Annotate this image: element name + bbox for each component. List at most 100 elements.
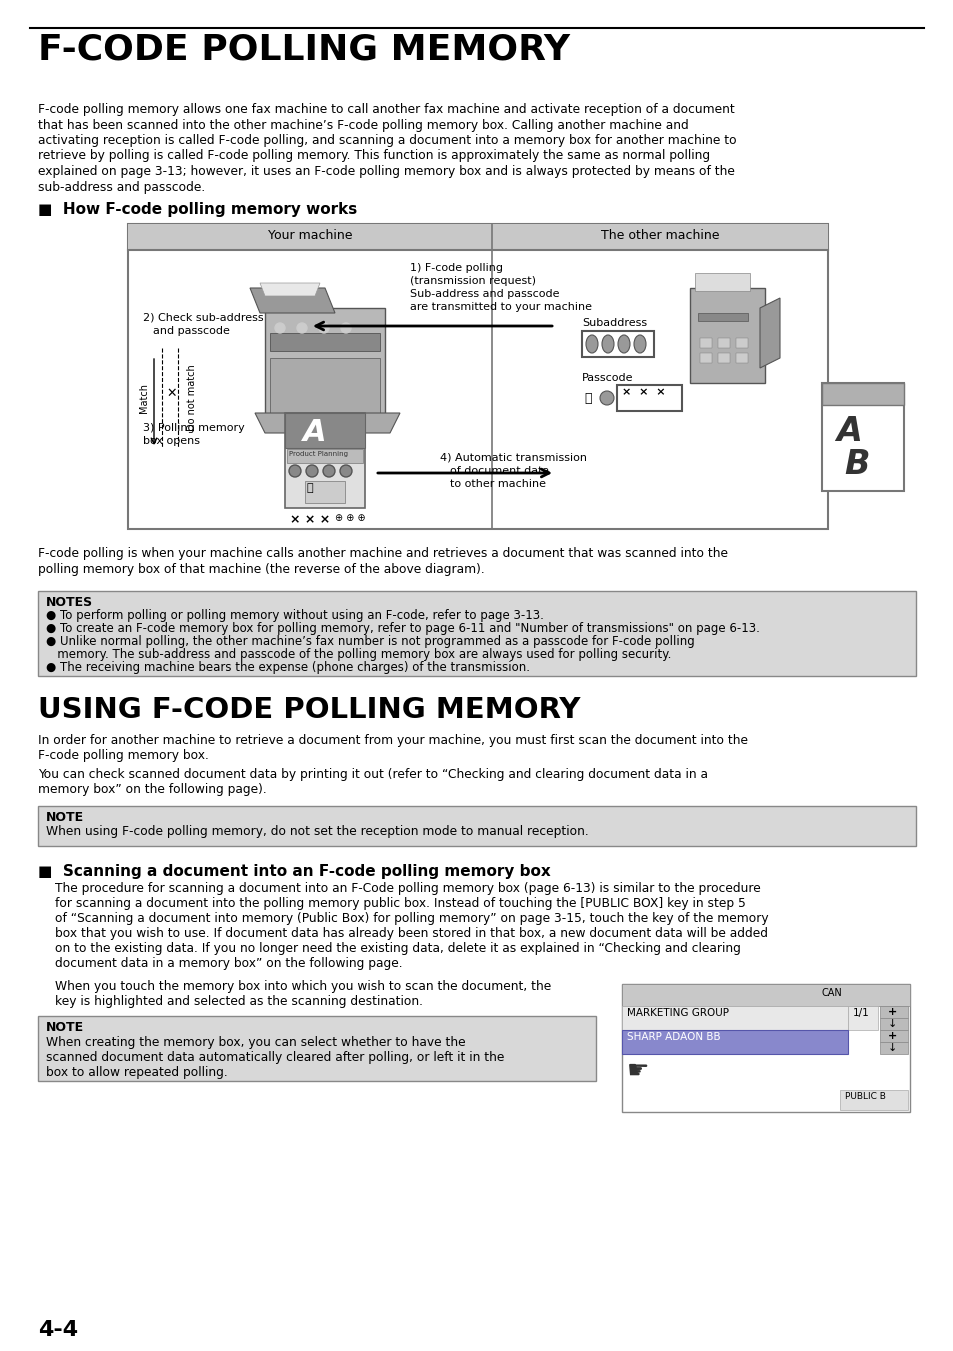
Text: SHARP ADAON BB: SHARP ADAON BB <box>626 1032 720 1042</box>
Text: memory. The sub-address and passcode of the polling memory box are always used f: memory. The sub-address and passcode of … <box>46 648 671 661</box>
Bar <box>621 984 909 1006</box>
Bar <box>840 1090 907 1111</box>
Text: retrieve by polling is called F-code polling memory. This function is approximat: retrieve by polling is called F-code pol… <box>38 150 709 162</box>
Bar <box>581 331 654 357</box>
Bar <box>621 1006 847 1029</box>
Text: ● Unlike normal polling, the other machine’s fax number is not programmed as a p: ● Unlike normal polling, the other machi… <box>46 635 694 648</box>
Text: ■  How F-code polling memory works: ■ How F-code polling memory works <box>38 203 356 218</box>
Text: You can check scanned document data by printing it out (refer to “Checking and c: You can check scanned document data by p… <box>38 767 707 781</box>
Text: 1/1: 1/1 <box>852 1008 869 1019</box>
Text: ■  Scanning a document into an F-code polling memory box: ■ Scanning a document into an F-code pol… <box>38 865 550 880</box>
Text: ↓: ↓ <box>887 1043 897 1052</box>
Text: of “Scanning a document into memory (Public Box) for polling memory” on page 3-1: of “Scanning a document into memory (Pub… <box>55 912 768 925</box>
Ellipse shape <box>601 335 614 353</box>
Text: ☛: ☛ <box>626 1059 649 1084</box>
Circle shape <box>340 323 351 332</box>
Bar <box>38 1016 596 1081</box>
Text: 1) F-code polling: 1) F-code polling <box>410 263 502 273</box>
Text: MARKETING GROUP: MARKETING GROUP <box>626 1008 728 1019</box>
Bar <box>700 338 711 349</box>
Text: CAN: CAN <box>821 988 841 998</box>
Bar <box>265 308 385 417</box>
Ellipse shape <box>618 335 629 353</box>
Circle shape <box>318 323 329 332</box>
Text: NOTE: NOTE <box>46 811 84 824</box>
Bar <box>128 224 827 530</box>
Bar <box>689 288 764 382</box>
Circle shape <box>296 323 307 332</box>
Bar <box>270 332 379 351</box>
Bar <box>128 224 827 250</box>
Bar <box>821 382 903 405</box>
Circle shape <box>274 323 285 332</box>
Text: box opens: box opens <box>143 436 200 446</box>
Text: Subaddress: Subaddress <box>581 317 646 328</box>
Circle shape <box>599 390 614 405</box>
Text: 2) Check sub-address: 2) Check sub-address <box>143 313 263 323</box>
Text: When using F-code polling memory, do not set the reception mode to manual recept: When using F-code polling memory, do not… <box>46 825 588 838</box>
Bar <box>718 353 729 363</box>
Text: The other machine: The other machine <box>600 230 719 242</box>
Text: NOTE: NOTE <box>46 1021 84 1034</box>
Text: ×  ×  ×: × × × <box>621 386 665 397</box>
Text: key is highlighted and selected as the scanning destination.: key is highlighted and selected as the s… <box>55 994 422 1008</box>
Text: Sub-address and passcode: Sub-address and passcode <box>410 289 558 299</box>
Bar <box>698 313 747 322</box>
Bar <box>735 353 747 363</box>
Bar <box>695 273 749 290</box>
Circle shape <box>289 465 301 477</box>
Text: When creating the memory box, you can select whether to have the: When creating the memory box, you can se… <box>46 1036 465 1048</box>
Polygon shape <box>250 288 335 313</box>
Text: F-CODE POLLING MEMORY: F-CODE POLLING MEMORY <box>38 32 569 68</box>
Text: ⊕ ⊕ ⊕: ⊕ ⊕ ⊕ <box>335 513 365 523</box>
Text: A: A <box>303 417 326 447</box>
Bar <box>621 1029 847 1054</box>
Text: ↓: ↓ <box>887 1019 897 1029</box>
Text: +: + <box>887 1006 897 1017</box>
Text: F-code polling memory allows one fax machine to call another fax machine and act: F-code polling memory allows one fax mac… <box>38 103 734 116</box>
Ellipse shape <box>634 335 645 353</box>
Bar <box>879 1019 907 1029</box>
Bar <box>285 413 365 449</box>
Text: are transmitted to your machine: are transmitted to your machine <box>410 303 592 312</box>
Bar <box>305 481 345 503</box>
Bar <box>847 1006 877 1029</box>
Bar <box>700 353 711 363</box>
Text: PUBLIC B: PUBLIC B <box>844 1092 885 1101</box>
Text: 🔑: 🔑 <box>307 484 314 493</box>
Text: of document data: of document data <box>450 466 549 476</box>
Text: × × ×: × × × <box>290 513 330 526</box>
Text: explained on page 3-13; however, it uses an F-code polling memory box and is alw: explained on page 3-13; however, it uses… <box>38 165 734 178</box>
Text: NOTES: NOTES <box>46 596 93 609</box>
Bar <box>287 449 363 463</box>
Bar <box>285 413 365 508</box>
Bar <box>38 590 915 676</box>
Text: B: B <box>843 449 868 481</box>
Text: (transmission request): (transmission request) <box>410 276 536 286</box>
Text: The procedure for scanning a document into an F-Code polling memory box (page 6-: The procedure for scanning a document in… <box>55 882 760 894</box>
Text: box that you wish to use. If document data has already been stored in that box, : box that you wish to use. If document da… <box>55 927 767 940</box>
Text: document data in a memory box” on the following page.: document data in a memory box” on the fo… <box>55 957 402 970</box>
Text: Product Planning: Product Planning <box>289 451 348 457</box>
Text: scanned document data automatically cleared after polling, or left it in the: scanned document data automatically clea… <box>46 1051 504 1065</box>
Text: activating reception is called F-code polling, and scanning a document into a me: activating reception is called F-code po… <box>38 134 736 147</box>
Bar <box>718 338 729 349</box>
Bar <box>879 1042 907 1054</box>
Text: ● The receiving machine bears the expense (phone charges) of the transmission.: ● The receiving machine bears the expens… <box>46 661 530 674</box>
Text: 4) Automatic transmission: 4) Automatic transmission <box>439 453 586 463</box>
Circle shape <box>323 465 335 477</box>
Bar <box>735 338 747 349</box>
Text: to other machine: to other machine <box>450 480 545 489</box>
Text: When you touch the memory box into which you wish to scan the document, the: When you touch the memory box into which… <box>55 979 551 993</box>
Text: +: + <box>887 1031 897 1042</box>
Text: F-code polling memory box.: F-code polling memory box. <box>38 748 209 762</box>
Text: Do not match: Do not match <box>187 365 196 431</box>
Bar <box>617 385 681 411</box>
Bar <box>621 984 909 1112</box>
Text: and passcode: and passcode <box>152 326 230 336</box>
Text: sub-address and passcode.: sub-address and passcode. <box>38 181 205 193</box>
Text: Passcode: Passcode <box>581 373 633 382</box>
Bar <box>879 1006 907 1019</box>
Polygon shape <box>760 299 780 367</box>
Bar <box>270 358 379 413</box>
